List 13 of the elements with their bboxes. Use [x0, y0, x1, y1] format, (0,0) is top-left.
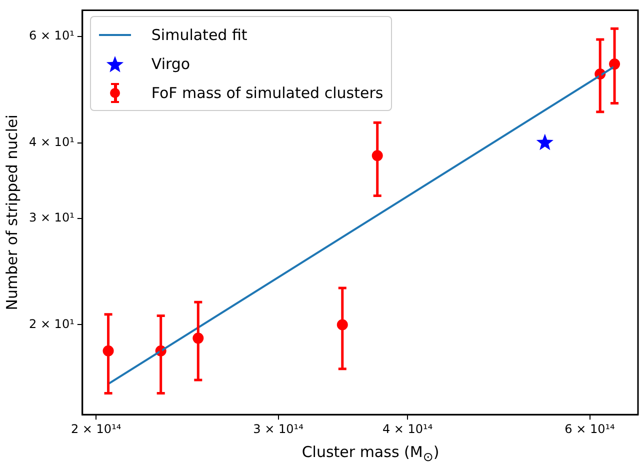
x-tick-label: 3 × 10¹⁴	[253, 422, 304, 436]
x-tick-label: 6 × 10¹⁴	[564, 422, 616, 436]
y-tick-label: 2 × 10¹	[28, 316, 75, 331]
legend-label: FoF mass of simulated clusters	[151, 84, 384, 102]
legend-label: Virgo	[151, 54, 190, 73]
legend-label: Simulated fit	[151, 26, 248, 44]
x-tick-label: 2 × 10¹⁴	[70, 422, 122, 436]
x-axis-title: Cluster mass (M$_{⊙}$)	[300, 443, 440, 464]
y-axis-title: Number of stripped nuclei	[2, 114, 21, 310]
y-tick-label: 4 × 10¹	[28, 134, 75, 149]
x-tick-label: 4 × 10¹⁴	[382, 422, 433, 436]
y-tick-label: 3 × 10¹	[28, 210, 75, 224]
y-tick-label: 6 × 10¹	[28, 28, 75, 43]
